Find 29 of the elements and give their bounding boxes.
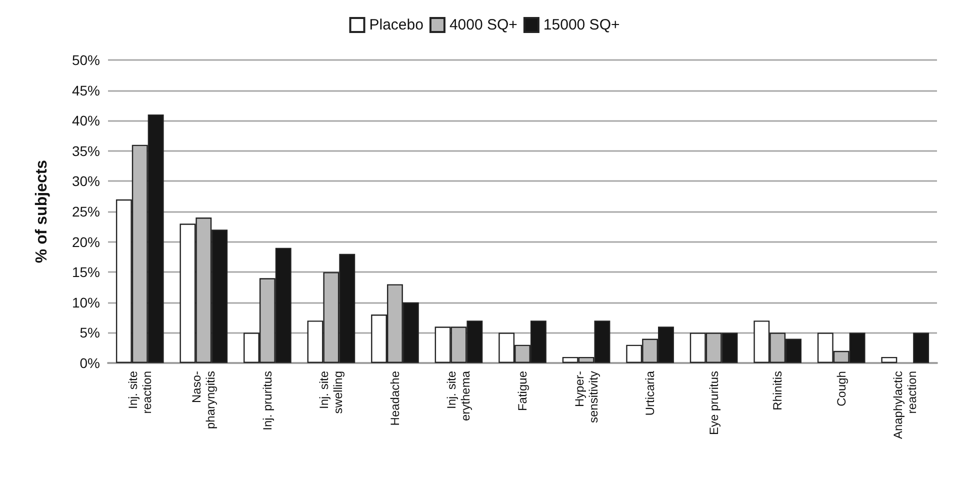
y-tick-label: 30% <box>72 173 100 190</box>
y-tick-label: 35% <box>72 142 100 159</box>
y-tick-label: 0% <box>80 355 100 371</box>
y-tick-label: 50% <box>72 52 100 68</box>
y-tick-label: 45% <box>72 82 100 98</box>
y-tick-label: 5% <box>80 324 100 341</box>
y-tick-label: 10% <box>72 294 100 310</box>
bar <box>881 356 898 363</box>
x-tick-label: Hyper- sensitivity <box>572 371 600 424</box>
x-tick-label: Anaphylactic reaction <box>891 371 920 440</box>
x-tick-label: Headache <box>388 370 402 426</box>
x-tick-label: Cough <box>834 371 848 406</box>
x-tick-label: Rhinitis <box>770 371 785 410</box>
x-tick-label: Inj. pruritus <box>260 371 274 430</box>
x-tick-label: Urticaria <box>643 370 658 416</box>
legend-label: 15000 SQ+ <box>543 16 620 34</box>
legend-label: Placebo <box>369 16 424 34</box>
legend-label: 4000 SQ+ <box>449 16 518 34</box>
y-axis-title: % of subjects <box>34 160 50 264</box>
y-tick-label: 15% <box>72 264 100 280</box>
x-tick-label: Inj. site reaction <box>126 370 154 414</box>
bar <box>913 332 930 363</box>
x-tick-label: Inj. site swelling <box>317 370 346 414</box>
x-tick-label: Eye pruritus <box>706 371 721 436</box>
y-tick-label: 25% <box>72 204 100 220</box>
x-tick-label: Inj. site erythema <box>444 370 473 422</box>
y-tick-label: 20% <box>72 234 100 250</box>
x-tick-label: Fatigue <box>516 370 530 412</box>
y-tick-label: 40% <box>72 112 100 129</box>
